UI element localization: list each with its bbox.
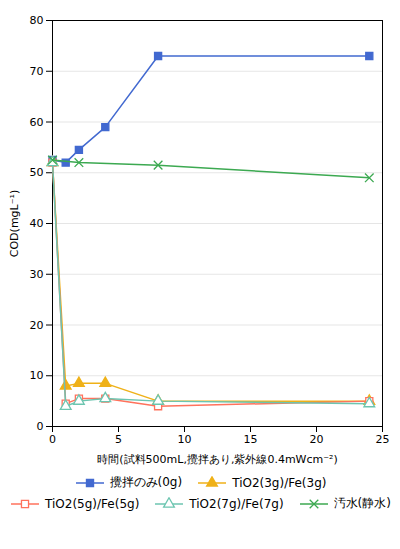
svg-text:20: 20 [310, 433, 324, 446]
svg-text:0: 0 [37, 420, 44, 433]
svg-text:10: 10 [30, 369, 44, 382]
svg-text:時間(試料500mL,攪拌あり,紫外線0.4mWcm⁻²): 時間(試料500mL,攪拌あり,紫外線0.4mWcm⁻²) [97, 453, 337, 466]
svg-text:60: 60 [30, 116, 44, 129]
html-text:攪拌のみ(0g): 攪拌のみ(0g) [109, 475, 183, 489]
svg-text:COD(mgL⁻¹): COD(mgL⁻¹) [8, 190, 21, 257]
svg-text:70: 70 [30, 65, 44, 78]
html-text:汚水(静水): 汚水(静水) [333, 496, 391, 510]
html-text:TiO2(5g)/Fe(5g): TiO2(5g)/Fe(5g) [45, 496, 140, 511]
svg-text:10: 10 [178, 433, 192, 446]
svg-text:50: 50 [30, 166, 44, 179]
svg-text:40: 40 [30, 217, 44, 230]
svg-text:20: 20 [30, 319, 44, 332]
svg-text:80: 80 [30, 14, 44, 27]
svg-text:0: 0 [49, 433, 56, 446]
svg-text:5: 5 [115, 433, 122, 446]
svg-text:30: 30 [30, 268, 44, 281]
html-text:TiO2(3g)/Fe(3g): TiO2(3g)/Fe(3g) [232, 475, 327, 490]
html-text:TiO2(7g)/Fe(7g): TiO2(7g)/Fe(7g) [189, 496, 284, 511]
svg-text:15: 15 [244, 433, 258, 446]
svg-text:25: 25 [376, 433, 390, 446]
